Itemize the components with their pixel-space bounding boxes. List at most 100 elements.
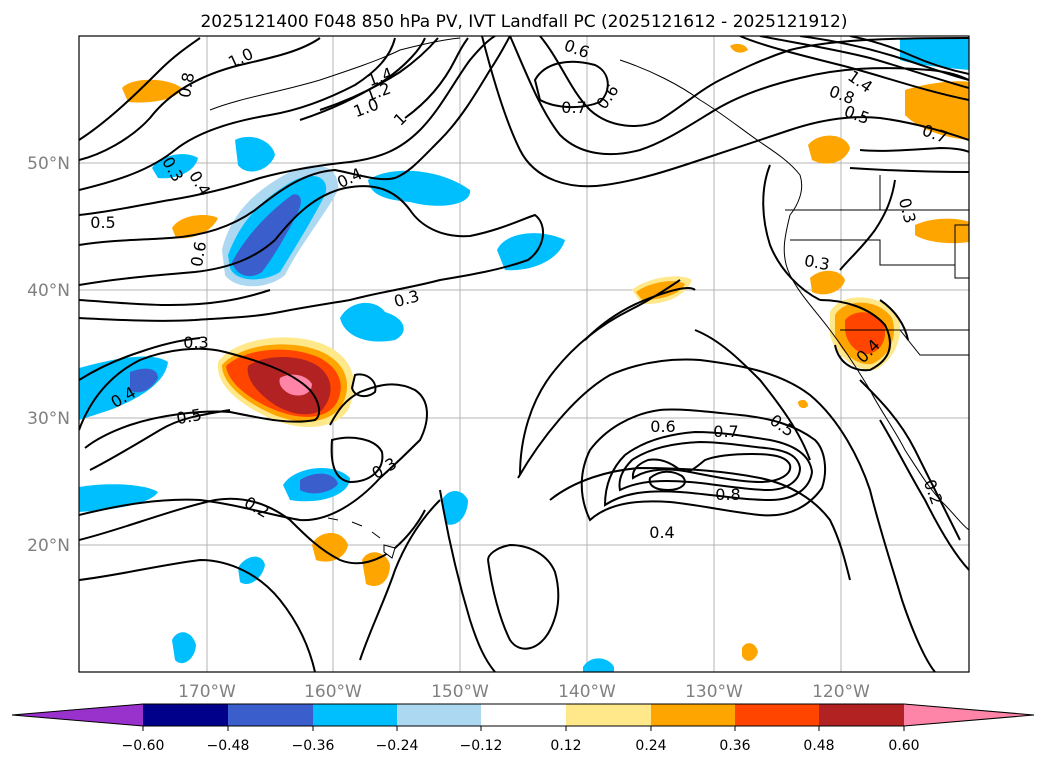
- lon-tick-label: 140°W: [558, 682, 616, 702]
- lon-tick-label: 160°W: [304, 682, 362, 702]
- contour-line: [819, 299, 891, 372]
- contour-line: [79, 337, 201, 381]
- shade-pos-region: [810, 270, 845, 295]
- shade-pos-region: [730, 43, 748, 53]
- contour-label: 0.6: [187, 240, 210, 268]
- colorbar-tick-label: 0.60: [888, 738, 919, 754]
- colorbar: −0.60 −0.48 −0.36 −0.24 −0.12 0.12 0.24 …: [11, 703, 1035, 754]
- contour-label: 0.4: [649, 523, 674, 542]
- coastlines: [209, 37, 969, 559]
- contour-line: [330, 436, 384, 484]
- contour-line: [533, 60, 609, 108]
- lon-tick-label: 150°W: [431, 682, 489, 702]
- contour-label: 0.8: [175, 71, 198, 99]
- shade-pos-region: [798, 399, 808, 409]
- colorbar-tick-label: −0.48: [207, 738, 250, 754]
- shade-neg-region: [232, 194, 301, 277]
- contour-label: 0.8: [715, 485, 740, 504]
- contour-line: [487, 543, 560, 650]
- map-background: [79, 36, 969, 672]
- colorbar-segment: [313, 704, 397, 726]
- contour-line: [849, 167, 969, 173]
- contour-line: [849, 36, 969, 75]
- colorbar-segment: [228, 704, 313, 726]
- colorbar-tick-label: 0.36: [719, 738, 750, 754]
- coastline-alaska: [619, 59, 803, 216]
- contour-line: [584, 287, 696, 341]
- shade-pos-region: [312, 532, 348, 562]
- contour-label: 0.5: [90, 213, 115, 232]
- colorbar-segment: [566, 704, 651, 726]
- contour-line: [517, 358, 936, 672]
- shade-pos-region: [808, 135, 850, 164]
- contour-label: 0.6: [650, 417, 675, 436]
- colorbar-segment: [819, 704, 904, 726]
- contour-line: [759, 36, 969, 89]
- lat-tick-label: 30°N: [27, 409, 70, 429]
- shade-neg-region: [340, 302, 404, 342]
- coastline-na-west: [783, 214, 969, 531]
- contour-line: [580, 408, 827, 522]
- contour-label: 0.7: [713, 422, 738, 441]
- contour-line: [549, 466, 851, 581]
- contour-line: [350, 373, 377, 398]
- state-border: [790, 239, 955, 266]
- coastline-alaska: [209, 37, 461, 111]
- shade-neg-region: [172, 632, 196, 664]
- contour-label: 0.5: [175, 405, 203, 428]
- contour-line: [879, 299, 909, 341]
- lon-tick-label: 120°W: [812, 682, 870, 702]
- shade-neg-region: [583, 658, 614, 672]
- shade-neg-region: [235, 136, 275, 172]
- shade-neg-region: [130, 368, 158, 393]
- colorbar-segment: [397, 704, 481, 726]
- colorbar-segment: [143, 704, 228, 726]
- colorbar-tick-label: −0.24: [376, 738, 419, 754]
- contour-line: [799, 36, 969, 81]
- shade-pos-region: [742, 643, 758, 661]
- contour-line: [79, 37, 396, 191]
- lat-tick-label: 40°N: [27, 281, 70, 301]
- state-border: [840, 329, 969, 356]
- state-border: [954, 224, 969, 279]
- contour-line: [79, 347, 321, 449]
- shade-neg-region: [368, 170, 471, 206]
- contour-line: [859, 146, 969, 153]
- lon-tick-labels: 170°W 160°W 150°W 140°W 130°W 120°W: [178, 682, 870, 702]
- map-frame: [78, 35, 970, 673]
- colorbar-tick-label: 0.12: [550, 738, 581, 754]
- contour-line: [79, 185, 544, 322]
- shade-pos-region: [279, 374, 312, 396]
- colorbar-tick-label: 0.24: [635, 738, 666, 754]
- shade-pos-region: [172, 215, 218, 239]
- lat-tick-label: 20°N: [27, 536, 70, 556]
- contour-line: [359, 499, 441, 661]
- contour-line: [79, 37, 321, 161]
- contour-line: [879, 419, 969, 571]
- contour-line: [762, 164, 821, 301]
- map-title: 2025121400 F048 850 hPa PV, IVT Landfall…: [200, 12, 847, 32]
- contour-line: [839, 179, 896, 271]
- contour-line: [319, 37, 439, 111]
- shade-neg-region: [79, 484, 158, 512]
- island-hawaii: [327, 517, 381, 539]
- colorbar-segment: [481, 704, 566, 726]
- lat-tick-label: 50°N: [27, 154, 70, 174]
- colorbar-segment: [651, 704, 735, 726]
- colorbar-segment: [735, 704, 819, 726]
- shade-pos-region: [122, 79, 182, 103]
- contour-line: [79, 289, 271, 307]
- colorbar-tick-label: −0.60: [122, 738, 165, 754]
- shade-neg-region: [238, 556, 265, 585]
- contour-label: 0.7: [561, 98, 586, 117]
- contour-line: [79, 36, 496, 216]
- contour-line: [89, 409, 231, 471]
- contour-label: 0.3: [183, 333, 208, 352]
- contour-line: [404, 37, 469, 119]
- contour-line: [481, 36, 969, 188]
- lon-tick-label: 170°W: [178, 682, 236, 702]
- colorbar-tick-label: −0.12: [460, 738, 503, 754]
- contour-line: [648, 470, 686, 492]
